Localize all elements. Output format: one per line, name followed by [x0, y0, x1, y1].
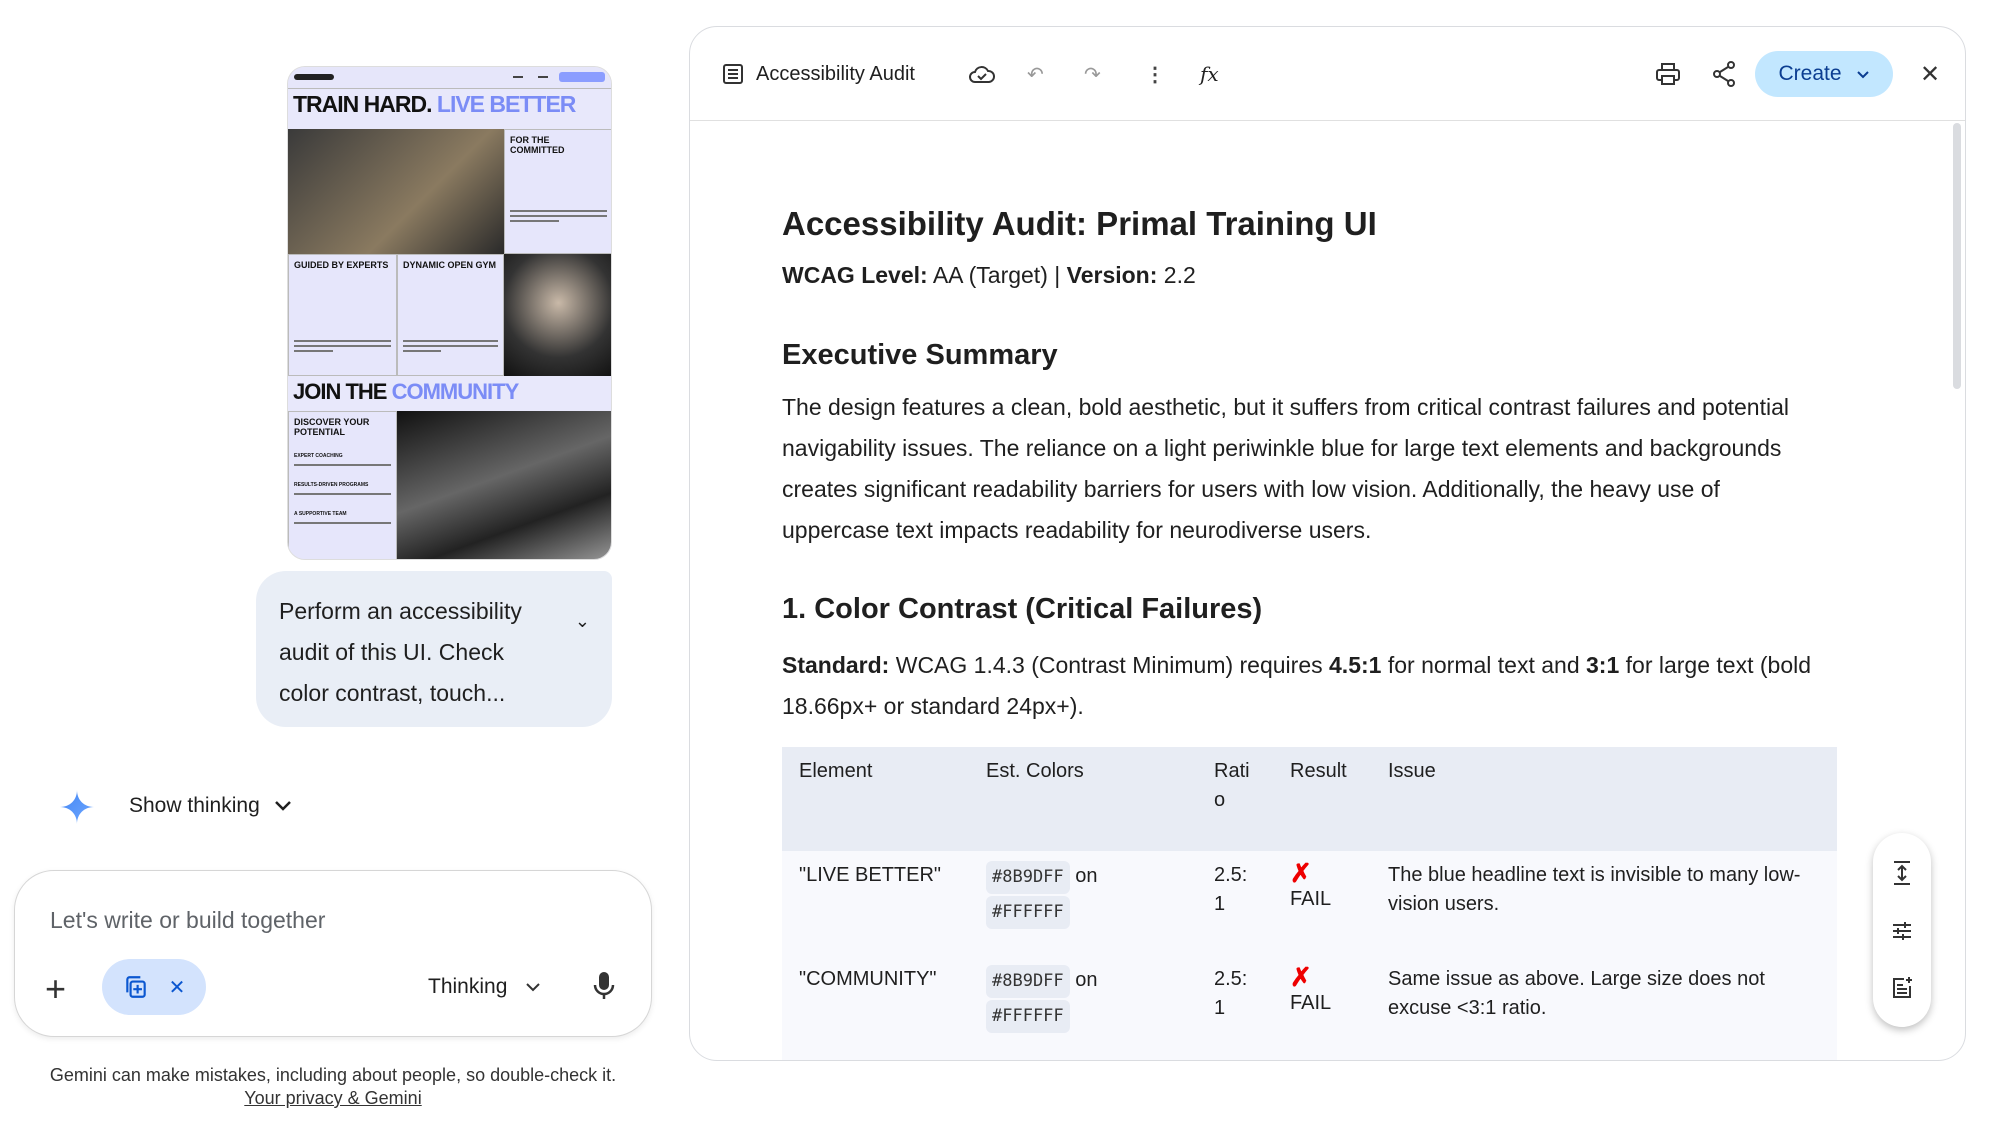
thumb-guided-cell: GUIDED BY EXPERTS — [288, 254, 397, 376]
chevron-down-icon — [274, 801, 291, 811]
cell-ratio: 2.5: 1 — [1214, 864, 1248, 915]
thumb-headline: TRAIN HARD. LIVE BETTER — [293, 91, 576, 117]
cell-element: "LIVE BETTER" — [799, 864, 942, 886]
user-message-text: Perform an accessibility audit of this U… — [279, 598, 522, 706]
cell-issue: Same issue as above. Large size does not… — [1388, 968, 1765, 1019]
thumb-logo — [294, 74, 334, 80]
cell-result: ✗ FAIL — [1290, 858, 1332, 910]
cell-colors: #8B9DFF on #FFFFFF — [986, 861, 1097, 931]
thumb-nav-button — [559, 72, 605, 82]
document-icon — [723, 64, 743, 84]
thumb-text: EXPERT COACHING — [294, 453, 343, 459]
scrollbar[interactable] — [1953, 123, 1961, 389]
column-header: Est. Colors — [986, 760, 1084, 782]
cell-ratio: 2.5: 1 — [1214, 968, 1248, 1019]
thumb-discover-cell: DISCOVER YOUR POTENTIAL EXPERT COACHING … — [288, 411, 397, 559]
thumb-join-headline: JOIN THE COMMUNITY — [293, 379, 519, 404]
mode-label: Thinking — [428, 975, 508, 998]
document-title-text: Accessibility Audit — [756, 62, 915, 85]
expand-chevron-icon[interactable]: ⌄ — [574, 611, 590, 631]
table-row: "COMMUNITY" #8B9DFF on #FFFFFF 2.5: 1 ✗ FAI… — [782, 955, 1837, 1060]
prompt-input-box[interactable]: Let's write or build together + ✕ Thinki… — [14, 870, 652, 1037]
cell-colors: #8B9DFF on #FFFFFF — [986, 965, 1097, 1035]
cloud-saved-icon[interactable] — [968, 57, 996, 91]
contrast-table: Element Est. Colors Rati o Result Issue … — [782, 747, 1837, 1060]
thumb-text: A SUPPORTIVE TEAM — [294, 511, 347, 517]
undo-icon[interactable]: ↶ — [1027, 63, 1044, 86]
add-attachment-button[interactable]: + — [45, 968, 67, 1009]
canvas-document-panel: Accessibility Audit ↶ ↷ ⋮ fx Create ✕ Ac… — [689, 26, 1966, 1061]
user-message-bubble: Perform an accessibility audit of this U… — [256, 571, 612, 727]
canvas-add-icon — [125, 976, 146, 998]
thumb-text: DYNAMIC OPEN GYM — [403, 260, 497, 270]
floating-side-toolbar — [1873, 833, 1931, 1027]
thumb-text: RESULTS-DRIVEN PROGRAMS — [294, 482, 369, 488]
chevron-down-icon — [526, 983, 541, 992]
show-thinking-toggle[interactable]: Show thinking — [129, 794, 292, 818]
document-heading: Accessibility Audit: Primal Training UI — [782, 205, 1377, 242]
privacy-link[interactable]: Your privacy & Gemini — [244, 1088, 422, 1108]
more-options-icon[interactable]: ⋮ — [1145, 63, 1165, 86]
fail-x-icon: ✗ — [1290, 858, 1312, 888]
document-title: Accessibility Audit — [722, 57, 915, 91]
cell-element: "COMMUNITY" — [799, 968, 937, 990]
color-contrast-heading: 1. Color Contrast (Critical Failures) — [782, 593, 1263, 625]
remove-tool-icon[interactable]: ✕ — [168, 976, 186, 999]
disclaimer-text: Gemini can make mistakes, including abou… — [49, 1065, 617, 1085]
close-icon[interactable]: ✕ — [1920, 60, 1941, 88]
create-label: Create — [1778, 62, 1842, 85]
chevron-down-icon — [1856, 70, 1869, 78]
cell-issue: The blue headline text is invisible to m… — [1388, 864, 1801, 915]
thumb-photo-ropes — [504, 254, 611, 376]
thumb-dynamic-cell: DYNAMIC OPEN GYM — [397, 254, 504, 376]
executive-summary-heading: Executive Summary — [782, 339, 1058, 371]
column-header: Result — [1290, 760, 1347, 782]
redo-icon[interactable]: ↷ — [1084, 63, 1101, 86]
thumb-nav-link — [513, 76, 523, 78]
fail-x-icon: ✗ — [1290, 962, 1312, 992]
disclaimer: Gemini can make mistakes, including abou… — [0, 1064, 666, 1110]
thumb-photo-barbell — [397, 411, 611, 559]
thumb-text: GUIDED BY EXPERTS — [294, 260, 389, 270]
print-icon[interactable] — [1655, 57, 1681, 91]
standard-text: Standard: WCAG 1.4.3 (Contrast Minimum) … — [782, 652, 1812, 719]
column-header: Rati o — [1214, 760, 1250, 811]
thumb-nav — [288, 67, 611, 89]
mode-selector[interactable]: Thinking — [428, 975, 541, 999]
microphone-icon[interactable] — [593, 971, 615, 1001]
formula-fx-icon[interactable]: fx — [1200, 62, 1219, 86]
canvas-tool-chip[interactable]: ✕ — [102, 959, 206, 1015]
show-thinking-label: Show thinking — [129, 794, 260, 817]
share-icon[interactable] — [1712, 57, 1736, 91]
table-header: Element Est. Colors Rati o Result Issue — [782, 747, 1837, 851]
create-button[interactable]: Create — [1755, 51, 1893, 97]
tune-sliders-icon[interactable] — [1891, 920, 1913, 942]
thumb-text: FOR THE COMMITTED — [510, 135, 565, 155]
thumb-photo-boxjump — [288, 129, 504, 254]
thumb-committed-cell: FOR THE COMMITTED — [504, 129, 611, 254]
table-row: "LIVE BETTER" #8B9DFF on #FFFFFF 2.5: 1 ✗ F… — [782, 851, 1837, 955]
document-toolbar: Accessibility Audit ↶ ↷ ⋮ fx Create ✕ — [690, 27, 1965, 121]
gemini-sparkle-icon — [60, 790, 94, 824]
thumb-nav-link — [538, 76, 548, 78]
column-header: Issue — [1388, 760, 1436, 782]
executive-summary-text: The design features a clean, bold aesthe… — [782, 394, 1790, 543]
wcag-meta-line: WCAG Level: AA (Target) | Version: 2.2 — [782, 262, 1196, 288]
column-header: Element — [799, 760, 873, 782]
cell-result: ✗ FAIL — [1290, 962, 1332, 1014]
suggest-edits-icon[interactable] — [1890, 976, 1914, 1000]
adjust-length-icon[interactable] — [1891, 860, 1913, 886]
prompt-input-placeholder[interactable]: Let's write or build together — [50, 907, 326, 933]
uploaded-image-thumbnail[interactable]: TRAIN HARD. LIVE BETTER FOR THE COMMITTE… — [287, 66, 612, 560]
thumb-text: DISCOVER YOUR POTENTIAL — [294, 417, 370, 437]
